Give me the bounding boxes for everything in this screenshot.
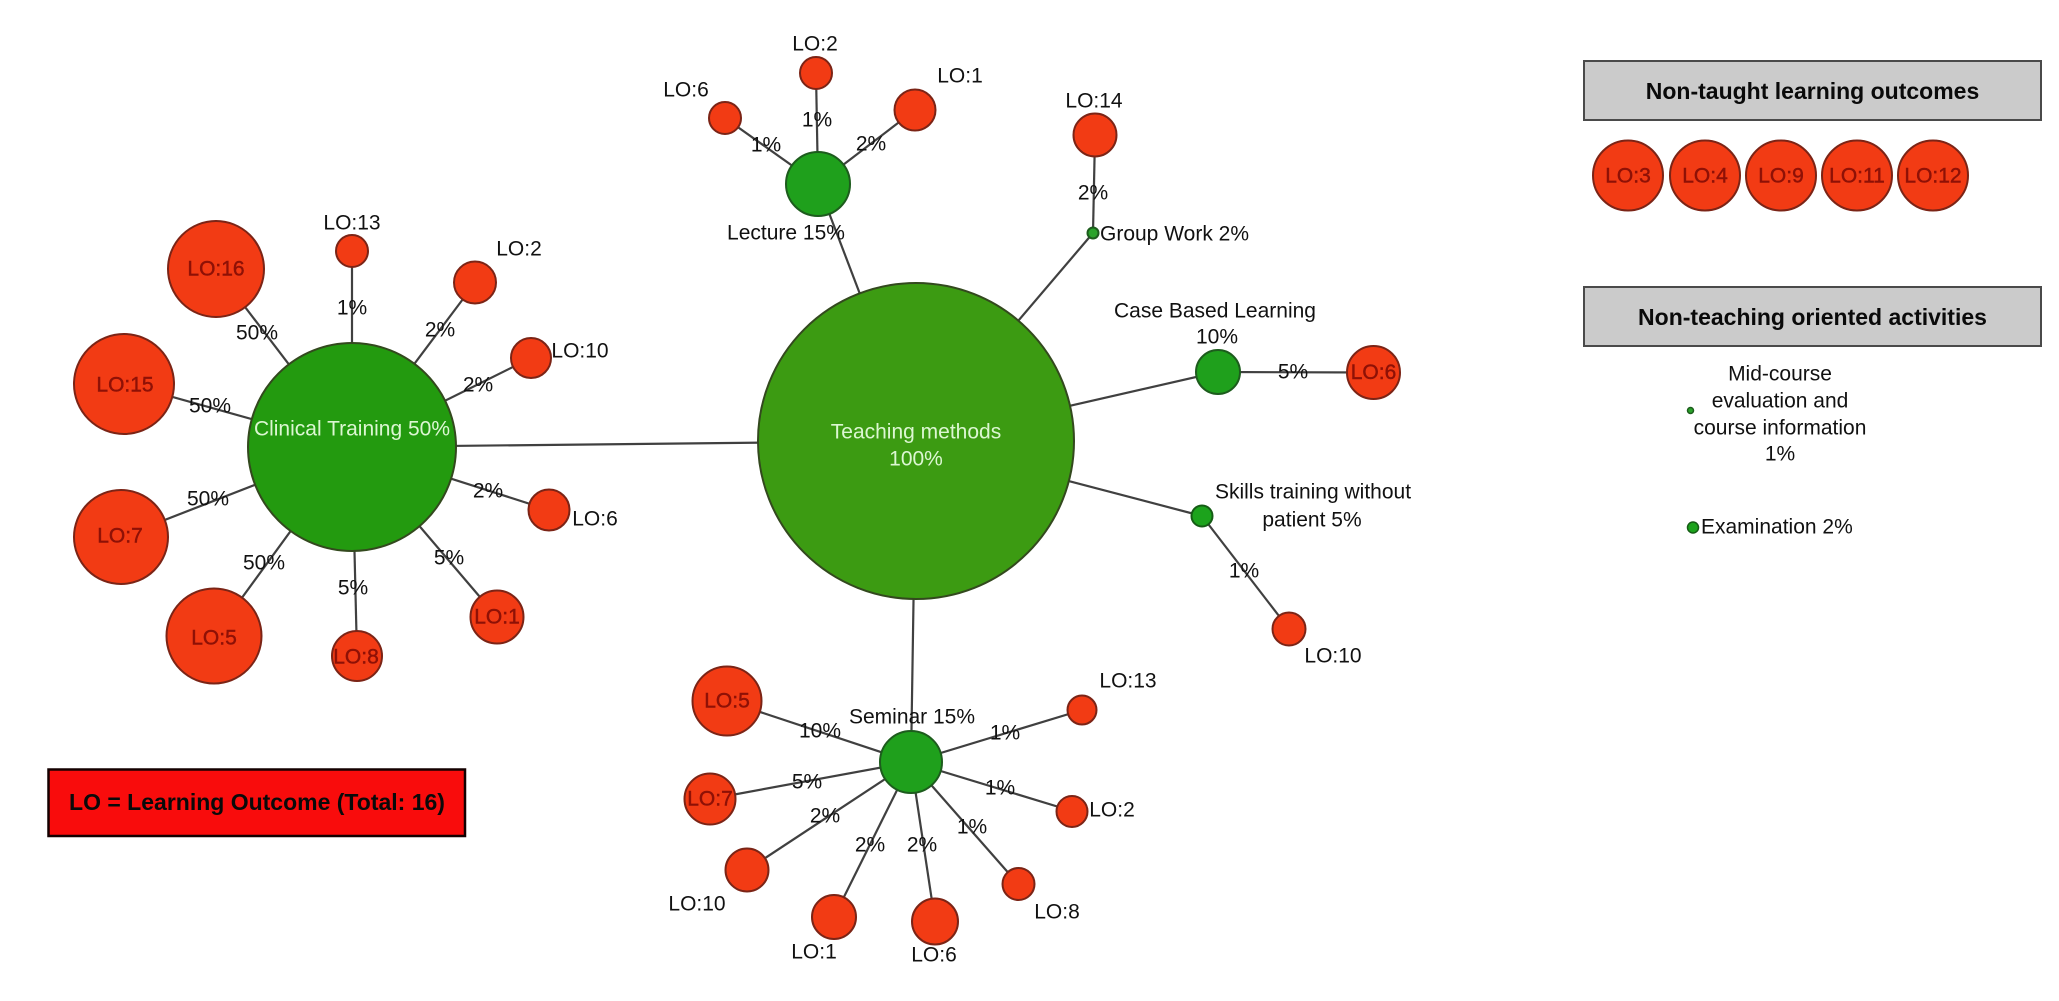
svg-text:LO:12: LO:12 — [1904, 165, 1961, 188]
svg-text:evaluation and: evaluation and — [1712, 390, 1849, 413]
svg-text:2%: 2% — [473, 480, 503, 503]
svg-text:1%: 1% — [1765, 443, 1795, 466]
svg-text:LO:13: LO:13 — [1099, 670, 1156, 693]
svg-text:LO:16: LO:16 — [187, 258, 244, 281]
svg-text:1%: 1% — [751, 134, 781, 157]
svg-text:LO:9: LO:9 — [1758, 165, 1804, 188]
svg-text:LO:4: LO:4 — [1682, 165, 1728, 188]
svg-text:LO:13: LO:13 — [323, 212, 380, 235]
svg-text:LO:1: LO:1 — [474, 606, 520, 629]
svg-text:LO:10: LO:10 — [551, 340, 608, 363]
svg-text:LO:6: LO:6 — [572, 508, 618, 531]
svg-text:LO:2: LO:2 — [1089, 799, 1135, 822]
svg-text:Clinical Training 50%: Clinical Training 50% — [254, 418, 450, 441]
svg-text:LO:15: LO:15 — [96, 374, 153, 397]
svg-text:1%: 1% — [1229, 560, 1259, 583]
svg-text:LO = Learning Outcome (Total:: LO = Learning Outcome (Total: 16) — [69, 789, 445, 815]
svg-text:100%: 100% — [889, 448, 943, 471]
svg-text:patient 5%: patient 5% — [1262, 509, 1361, 532]
svg-text:2%: 2% — [855, 834, 885, 857]
svg-text:1%: 1% — [985, 777, 1015, 800]
svg-text:2%: 2% — [856, 133, 886, 156]
svg-text:Non-taught learning outcomes: Non-taught learning outcomes — [1646, 78, 1980, 104]
svg-text:Mid-course: Mid-course — [1728, 363, 1832, 386]
svg-text:Teaching methods: Teaching methods — [831, 421, 1001, 444]
svg-text:1%: 1% — [802, 109, 832, 132]
svg-text:LO:1: LO:1 — [937, 65, 983, 88]
svg-text:LO:2: LO:2 — [496, 238, 542, 261]
svg-text:5%: 5% — [792, 771, 822, 794]
svg-text:LO:11: LO:11 — [1829, 165, 1885, 188]
svg-text:LO:1: LO:1 — [791, 941, 837, 964]
svg-text:1%: 1% — [337, 297, 367, 320]
svg-text:Lecture 15%: Lecture 15% — [727, 222, 845, 245]
svg-text:LO:14: LO:14 — [1065, 90, 1123, 113]
svg-text:10%: 10% — [799, 720, 841, 743]
svg-text:5%: 5% — [338, 577, 368, 600]
svg-text:1%: 1% — [990, 722, 1020, 745]
svg-text:LO:5: LO:5 — [704, 690, 750, 713]
svg-text:LO:8: LO:8 — [1034, 901, 1080, 924]
svg-text:LO:10: LO:10 — [1304, 645, 1361, 668]
svg-text:2%: 2% — [907, 834, 937, 857]
svg-text:LO:3: LO:3 — [1605, 165, 1651, 188]
svg-text:Group Work 2%: Group Work 2% — [1100, 223, 1249, 246]
svg-text:LO:7: LO:7 — [687, 788, 733, 811]
svg-text:2%: 2% — [1078, 182, 1108, 205]
svg-text:5%: 5% — [1278, 361, 1308, 384]
svg-text:LO:8: LO:8 — [333, 646, 379, 669]
svg-text:LO:7: LO:7 — [97, 525, 143, 548]
svg-text:2%: 2% — [463, 374, 493, 397]
svg-text:50%: 50% — [243, 552, 285, 575]
svg-text:2%: 2% — [810, 805, 840, 828]
svg-text:LO:6: LO:6 — [1351, 361, 1397, 384]
svg-text:50%: 50% — [187, 488, 229, 511]
svg-text:Skills training without: Skills training without — [1215, 481, 1411, 504]
svg-text:Non-teaching oriented activiti: Non-teaching oriented activities — [1638, 304, 1987, 330]
svg-text:LO:6: LO:6 — [911, 944, 957, 967]
svg-text:50%: 50% — [189, 395, 231, 418]
svg-text:2%: 2% — [425, 319, 455, 342]
svg-text:LO:2: LO:2 — [792, 33, 838, 56]
svg-text:1%: 1% — [957, 816, 987, 839]
svg-text:LO:6: LO:6 — [663, 79, 709, 102]
svg-text:Case Based Learning: Case Based Learning — [1114, 300, 1316, 323]
svg-text:Seminar 15%: Seminar 15% — [849, 706, 975, 729]
svg-text:LO:10: LO:10 — [668, 893, 725, 916]
svg-text:5%: 5% — [434, 547, 464, 570]
svg-text:50%: 50% — [236, 322, 278, 345]
svg-text:Examination 2%: Examination 2% — [1701, 516, 1853, 539]
svg-text:10%: 10% — [1196, 326, 1238, 349]
svg-text:course information: course information — [1694, 417, 1867, 440]
svg-text:LO:5: LO:5 — [191, 627, 237, 650]
